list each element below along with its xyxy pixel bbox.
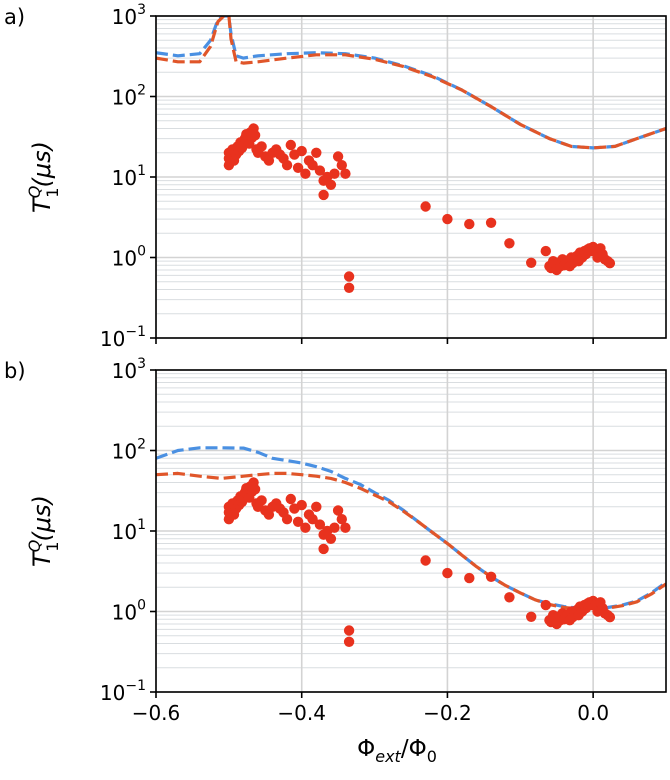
series-group	[156, 446, 666, 647]
y-tick-label: 101	[112, 163, 146, 190]
data-point	[420, 201, 431, 212]
data-point	[285, 493, 296, 505]
x-tick-label: 0.0	[577, 701, 609, 725]
y-tick-label: 10−1	[100, 324, 146, 351]
data-point	[504, 592, 515, 603]
data-point	[292, 516, 304, 527]
data-point	[281, 514, 293, 525]
data-point	[420, 555, 431, 566]
y-tick-label: 101	[112, 517, 146, 544]
y-tick-label: 100	[112, 598, 146, 625]
y-axis-label: TQ1(μs)	[25, 495, 62, 567]
data-point	[526, 257, 537, 268]
data-point	[343, 271, 355, 282]
data-point	[249, 484, 261, 495]
x-tick-label: −0.4	[277, 701, 326, 725]
data-point	[318, 543, 329, 555]
grid	[155, 15, 666, 339]
data-point	[332, 151, 344, 162]
data-point	[540, 599, 551, 611]
series-line-theory-blue	[156, 446, 666, 610]
series-line-theory-orange	[156, 16, 666, 150]
data-point	[343, 625, 355, 636]
data-point	[332, 505, 344, 516]
data-point	[540, 245, 551, 257]
data-point	[604, 612, 616, 623]
data-point	[442, 213, 453, 225]
data-point	[343, 636, 355, 647]
y-tick-label: 102	[112, 437, 146, 464]
y-tick-label: 102	[112, 83, 146, 110]
data-point	[311, 147, 322, 158]
x-axis-label-text: Φext/Φ0	[357, 736, 437, 766]
data-point	[325, 533, 337, 544]
data-point	[256, 141, 267, 152]
data-point	[485, 217, 497, 228]
data-point	[300, 168, 311, 179]
y-tick-label: 103	[112, 2, 146, 29]
data-point	[314, 165, 326, 176]
x-tick-label: −0.6	[132, 701, 181, 725]
data-point	[263, 155, 275, 166]
y-tick-label: 103	[112, 356, 146, 383]
data-point	[336, 160, 347, 171]
x-axis-label: Φext/Φ0	[357, 736, 437, 766]
data-point	[464, 218, 475, 230]
panel-label: b)	[4, 359, 26, 383]
panel-label: a)	[4, 5, 25, 29]
data-point	[604, 258, 616, 269]
data-point	[307, 514, 318, 525]
data-point	[485, 571, 497, 582]
data-point	[307, 160, 318, 171]
data-point	[256, 495, 267, 506]
x-tick-label: −0.2	[423, 701, 472, 725]
data-point	[464, 572, 475, 584]
grid	[155, 369, 666, 693]
data-point	[318, 189, 329, 201]
series-line-theory-orange	[156, 471, 666, 611]
data-point	[504, 238, 515, 249]
data-point	[442, 567, 453, 579]
data-point	[329, 168, 340, 179]
data-point	[336, 514, 347, 525]
panel-a: 103 102 101 100 10−1 a) TQ1(μs)	[4, 2, 667, 351]
data-point	[325, 179, 337, 190]
data-point	[292, 162, 304, 173]
data-point	[300, 522, 311, 533]
data-point	[526, 611, 537, 622]
panel-b: 103 102 101 100 10−1−0.6 −0.4 −0.2 0.0 b) TQ1(μs)	[4, 356, 667, 725]
data-point	[340, 168, 351, 179]
data-point	[343, 282, 355, 293]
data-point	[340, 522, 351, 533]
data-point	[263, 509, 275, 520]
data-point	[281, 160, 293, 171]
data-point	[329, 522, 340, 533]
data-point	[296, 499, 307, 511]
series-group	[156, 16, 666, 293]
y-axis-label: TQ1(μs)	[25, 141, 62, 213]
data-point	[249, 130, 261, 141]
data-point	[314, 519, 326, 530]
data-point	[285, 139, 296, 151]
data-point	[311, 501, 322, 512]
y-tick-label: 10−1	[100, 678, 146, 705]
y-tick-label: 100	[112, 244, 146, 271]
data-point	[296, 145, 307, 157]
